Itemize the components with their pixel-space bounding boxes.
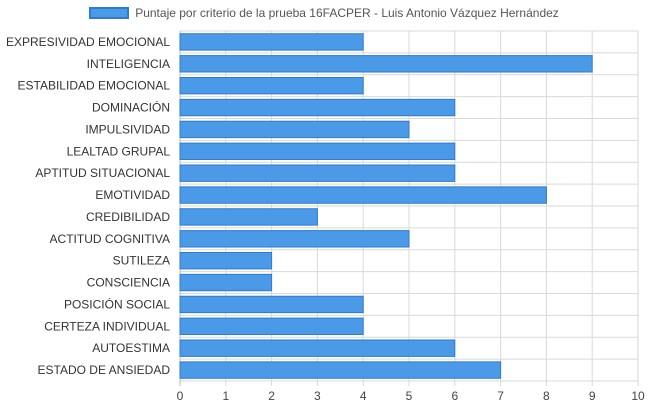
x-tick-label: 8 <box>543 389 550 403</box>
category-label: IMPULSIVIDAD <box>85 122 170 136</box>
bar <box>179 317 364 336</box>
category-label: SUTILEZA <box>113 254 170 268</box>
category-label: APTITUD SITUACIONAL <box>35 166 170 180</box>
category-label: EXPRESIVIDAD EMOCIONAL <box>6 35 170 49</box>
bar <box>179 98 456 117</box>
bar <box>179 142 456 161</box>
bar <box>179 208 318 226</box>
category-label: LEALTAD GRUPAL <box>67 144 171 158</box>
x-tick-label: 9 <box>589 389 596 403</box>
legend-swatch <box>89 7 130 19</box>
category-label: POSICIÓN SOCIAL <box>64 296 170 311</box>
x-tick-label: 3 <box>314 389 321 403</box>
bar <box>179 251 273 270</box>
category-label: CERTEZA INDIVIDUAL <box>44 319 170 333</box>
bar <box>179 186 547 204</box>
bar <box>179 361 502 379</box>
category-label: ESTABILIDAD EMOCIONAL <box>18 79 171 93</box>
bar <box>179 339 456 357</box>
category-label: AUTOESTIMA <box>92 341 170 355</box>
x-tick-label: 1 <box>222 389 229 403</box>
x-tick-label: 4 <box>360 389 367 403</box>
chart-legend[interactable]: Puntaje por criterio de la prueba 16FACP… <box>0 6 648 20</box>
bar <box>179 164 456 182</box>
category-label: CONSCIENCIA <box>87 276 170 290</box>
bar <box>179 120 410 139</box>
category-label: EMOTIVIDAD <box>95 188 170 202</box>
category-label: DOMINACIÓN <box>92 100 170 115</box>
x-tick-label: 5 <box>406 389 413 403</box>
x-tick-label: 2 <box>268 389 275 403</box>
bar <box>179 33 364 51</box>
bar <box>179 295 364 314</box>
bar <box>179 230 410 248</box>
legend-label: Puntaje por criterio de la prueba 16FACP… <box>135 6 559 20</box>
category-label: ESTADO DE ANSIEDAD <box>38 363 171 377</box>
x-tick-label: 10 <box>631 389 645 403</box>
x-tick-label: 7 <box>497 389 504 403</box>
x-tick-label: 0 <box>177 389 184 403</box>
bar <box>179 55 593 73</box>
x-tick-label: 6 <box>451 389 458 403</box>
bar <box>179 76 364 95</box>
bar <box>179 273 273 292</box>
category-label: ACTITUD COGNITIVA <box>50 232 170 246</box>
category-label: CREDIBILIDAD <box>86 210 170 224</box>
category-label: INTELIGENCIA <box>87 57 170 71</box>
